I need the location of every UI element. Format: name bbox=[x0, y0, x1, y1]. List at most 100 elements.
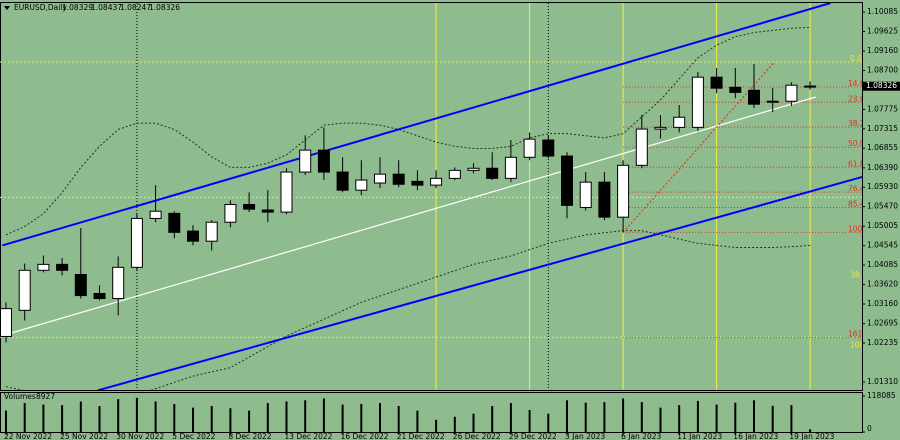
candle-body bbox=[710, 76, 723, 89]
fib-label: 100.0 bbox=[850, 340, 872, 349]
y-tick-label: 1.06390 bbox=[867, 163, 898, 172]
fib-label: 76.4 bbox=[848, 184, 865, 193]
candle-body bbox=[411, 180, 424, 186]
candle-body bbox=[187, 230, 199, 242]
x-tick-label: 11 Jan 2023 bbox=[677, 432, 722, 440]
fib-label: 38.2 bbox=[850, 270, 867, 279]
candle-body bbox=[37, 263, 50, 271]
header-high: 1.08437 bbox=[91, 3, 122, 12]
candle-body bbox=[56, 263, 69, 271]
y-tick-label: 1.05470 bbox=[867, 202, 898, 211]
plot-frame bbox=[0, 2, 863, 391]
candle-body bbox=[766, 100, 779, 103]
candle-body bbox=[729, 86, 742, 93]
candle-body bbox=[0, 308, 12, 337]
candle-body bbox=[748, 89, 760, 105]
candle-body bbox=[673, 116, 686, 128]
x-tick-label: 21 Dec 2022 bbox=[397, 432, 445, 440]
trendline bbox=[1, 3, 831, 247]
header-close: 1.08326 bbox=[149, 3, 180, 12]
fib-label: 14.6 bbox=[848, 79, 865, 88]
x-tick-label: 19 Jan 2023 bbox=[789, 432, 834, 440]
menu-triangle bbox=[4, 6, 10, 10]
candle-body bbox=[598, 181, 611, 218]
x-tick-label: 30 Nov 2022 bbox=[116, 432, 164, 440]
candle-body bbox=[224, 204, 237, 223]
x-tick-label: 29 Dec 2022 bbox=[509, 432, 557, 440]
x-tick-label: 8 Dec 2022 bbox=[228, 432, 271, 440]
candle-body bbox=[804, 85, 817, 88]
volume-tick-label: 0 bbox=[867, 424, 872, 433]
candle-body bbox=[317, 149, 330, 173]
candle-body bbox=[467, 167, 480, 171]
y-tick-label: 1.02695 bbox=[867, 319, 898, 328]
y-tick-label: 1.01310 bbox=[867, 377, 898, 386]
candle-body bbox=[561, 155, 573, 206]
header-open: 1.08329 bbox=[62, 3, 93, 12]
x-tick-label: 26 Dec 2022 bbox=[453, 432, 501, 440]
candle-body bbox=[654, 126, 667, 130]
candle-body bbox=[130, 217, 143, 268]
candle-body bbox=[168, 212, 181, 233]
y-tick-label: 1.04545 bbox=[867, 241, 898, 250]
y-tick-label: 1.09625 bbox=[867, 26, 898, 35]
candle-body bbox=[691, 76, 704, 128]
fib-label: 161.8 bbox=[848, 330, 870, 339]
fib-label: 61.8 bbox=[848, 159, 865, 168]
x-tick-label: 16 Dec 2022 bbox=[341, 432, 389, 440]
fib-label: 23.6 bbox=[848, 94, 865, 103]
y-tick-label: 1.09160 bbox=[867, 46, 898, 55]
candle-body bbox=[430, 177, 443, 186]
y-tick-label: 1.05005 bbox=[867, 221, 898, 230]
candle-body bbox=[93, 292, 106, 300]
candle-body bbox=[149, 210, 162, 219]
plot-area: 14.623.638.250.061.876.485.4100.0161.80.… bbox=[0, 3, 872, 390]
y-tick-label: 1.07775 bbox=[867, 104, 898, 113]
candle-body bbox=[542, 139, 555, 157]
fib-label: 0.0 bbox=[850, 54, 862, 63]
candle-body bbox=[635, 128, 648, 166]
candle-body bbox=[261, 209, 274, 213]
trendline bbox=[2, 96, 816, 337]
candle-body bbox=[336, 171, 349, 191]
candle-body bbox=[74, 273, 87, 297]
candle-body bbox=[504, 156, 517, 179]
x-tick-label: 25 Nov 2022 bbox=[60, 432, 108, 440]
y-tick-label: 1.04085 bbox=[867, 260, 898, 269]
fib-label: 100.0 bbox=[848, 224, 870, 233]
candle-body bbox=[785, 84, 798, 102]
candle-body bbox=[579, 181, 592, 208]
trendline bbox=[97, 175, 862, 390]
candle-body bbox=[392, 173, 405, 185]
y-tick-label: 1.06855 bbox=[867, 143, 898, 152]
volume-frame bbox=[0, 392, 863, 433]
candle-body bbox=[355, 179, 368, 191]
candle-body bbox=[243, 204, 256, 210]
candle-body bbox=[205, 221, 218, 242]
candle-body bbox=[299, 149, 312, 173]
y-tick-label: 1.08700 bbox=[867, 65, 898, 74]
x-tick-label: 13 Dec 2022 bbox=[285, 432, 333, 440]
x-tick-label: 3 Jan 2023 bbox=[565, 432, 605, 440]
y-tick-label: 1.02235 bbox=[867, 338, 898, 347]
candle-body bbox=[280, 171, 293, 213]
header-low: 1.08247 bbox=[120, 3, 151, 12]
candle-body bbox=[486, 167, 499, 179]
chart-title: EURUSD,Daily bbox=[14, 3, 67, 12]
price-tag-label: 1.08326 bbox=[866, 81, 897, 90]
volume-current: 8927 bbox=[36, 392, 55, 401]
axes: 0 118085 1.10085 1.09625 1.09160 1.08700 1.077… bbox=[4, 7, 900, 440]
x-tick-label: 22 Nov 2022 bbox=[4, 432, 52, 440]
x-tick-label: 16 Jan 2023 bbox=[733, 432, 778, 440]
bollinger-upper bbox=[5, 26, 811, 236]
x-tick-label: 5 Dec 2022 bbox=[172, 432, 215, 440]
fib-label: 50.0 bbox=[848, 139, 865, 148]
y-tick-label: 1.03620 bbox=[867, 280, 898, 289]
candle-body bbox=[374, 173, 386, 184]
y-tick-label: 1.10085 bbox=[867, 7, 898, 16]
candle-body bbox=[112, 266, 125, 300]
y-tick-label: 1.05930 bbox=[867, 182, 898, 191]
